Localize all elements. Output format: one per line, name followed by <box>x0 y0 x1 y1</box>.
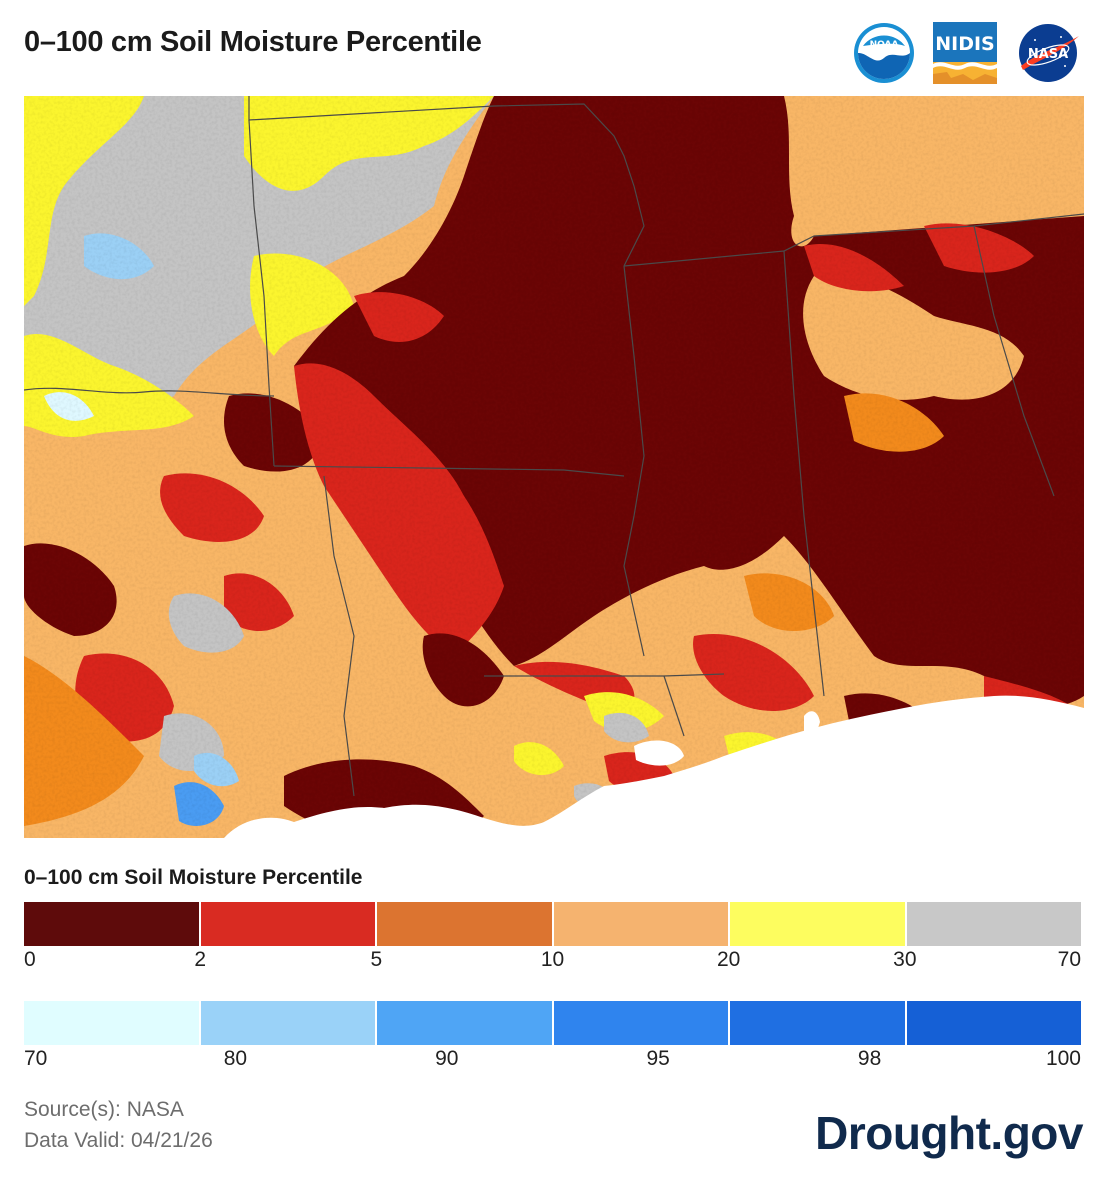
legend-dry-tick: 5 <box>370 948 383 971</box>
legend-wet-swatch <box>377 1001 554 1045</box>
legend-dry-swatch <box>377 902 554 946</box>
nasa-logo: NASA <box>1019 24 1079 82</box>
legend-dry-tick: 0 <box>24 948 36 971</box>
legend-dry-swatch <box>200 902 377 946</box>
legend-wet-ticks: 70 80 90 95 98 100 <box>24 1047 1081 1073</box>
lake-pontchartrain <box>634 740 684 766</box>
legend-wet-tick: 98 <box>857 1047 882 1070</box>
legend-wet-scale <box>24 1001 1081 1045</box>
legend-wet-tick: 90 <box>435 1047 459 1070</box>
legend-wet-swatch <box>906 1001 1081 1045</box>
legend-wet-tick: 100 <box>1045 1047 1081 1070</box>
legend-wet-swatch <box>553 1001 730 1045</box>
nidis-logo: NIDIS <box>933 22 997 84</box>
source-info: Source(s): NASA Data Valid: 04/21/26 <box>24 1094 213 1156</box>
soil-moisture-map <box>24 96 1084 838</box>
noaa-logo-text: NOAA <box>870 40 899 50</box>
legend-dry-tick: 30 <box>893 948 917 971</box>
legend-dry-swatch <box>553 902 730 946</box>
legend-dry-tick: 10 <box>540 948 565 971</box>
legend-wet-swatch <box>24 1001 201 1045</box>
legend-title: 0–100 cm Soil Moisture Percentile <box>24 866 363 889</box>
noaa-logo: NOAA <box>854 23 914 83</box>
legend-wet-swatch <box>730 1001 907 1045</box>
legend-dry-scale <box>24 902 1081 946</box>
legend-wet-tick: 80 <box>223 1047 248 1070</box>
legend-dry-swatch <box>730 902 907 946</box>
legend-dry-tick: 2 <box>194 948 206 971</box>
legend-wet-tick: 70 <box>24 1047 48 1070</box>
state-borders <box>24 96 1084 797</box>
legend-dry-swatch <box>24 902 201 946</box>
legend-dry-tick: 70 <box>1057 948 1081 971</box>
nidis-logo-text: NIDIS <box>935 33 995 55</box>
legend-wet-tick: 95 <box>646 1047 670 1070</box>
source-label: Source(s): NASA <box>24 1098 184 1121</box>
legend-dry-tick: 20 <box>716 948 741 971</box>
legend-wet-swatch <box>200 1001 377 1045</box>
nasa-logo-text: NASA <box>1028 47 1068 62</box>
data-valid-date: Data Valid: 04/21/26 <box>24 1129 213 1152</box>
gulf-of-mexico <box>224 695 1084 838</box>
page-title: 0–100 cm Soil Moisture Percentile <box>24 26 482 58</box>
partner-logos: NOAA NIDIS NASA <box>853 22 1083 88</box>
drought-gov-link[interactable]: Drought.gov <box>815 1107 1083 1159</box>
legend-dry-swatch <box>906 902 1081 946</box>
mobile-bay <box>804 711 820 737</box>
legend-dry-ticks: 0 2 5 10 20 30 70 <box>24 948 1081 974</box>
map-canvas <box>24 96 1084 838</box>
